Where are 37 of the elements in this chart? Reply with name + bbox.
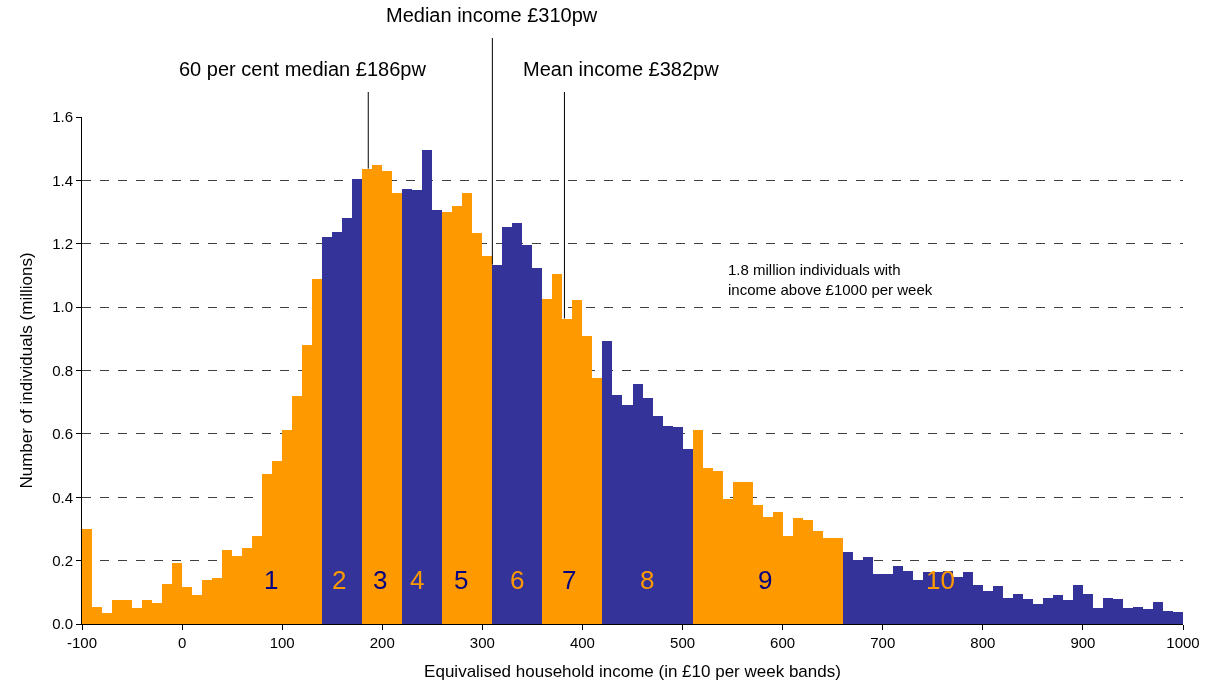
annotation: 10 — [926, 565, 955, 595]
x-tick-label: 700 — [870, 634, 896, 651]
annotation: 1 — [264, 565, 279, 595]
annotation: 7 — [562, 565, 577, 595]
x-tick-label: 100 — [269, 634, 295, 651]
y-tick-label: 0.4 — [52, 488, 73, 506]
annotation: 5 — [454, 565, 469, 595]
annotation: 3 — [373, 565, 388, 595]
annotation: 9 — [758, 565, 773, 595]
y-tick-label: 1.6 — [52, 108, 73, 126]
ref-line-label: Median income £310pw — [386, 4, 598, 26]
x-tick-label: 500 — [670, 634, 696, 651]
x-tick-label: 200 — [369, 634, 395, 651]
y-tick-label: 0.8 — [52, 361, 73, 379]
annotation: 6 — [510, 565, 525, 595]
x-axis-title: Equivalised household income (in £10 per week bands) — [424, 662, 841, 682]
x-tick-label: 400 — [569, 634, 595, 651]
y-axis-title: Number of individuals (millions) — [16, 252, 36, 489]
x-tick-label: -100 — [66, 634, 98, 651]
y-tick-label: 1.2 — [52, 235, 73, 252]
x-tick-label: 300 — [469, 634, 495, 651]
ref-line-label: Mean income £382pw — [523, 58, 720, 80]
y-tick-label: 0.6 — [52, 425, 73, 443]
annotation: 4 — [410, 565, 425, 595]
y-tick-label: 1.0 — [52, 298, 73, 316]
annotation: 8 — [640, 565, 655, 595]
annotation: 2 — [332, 565, 347, 595]
y-tick-label: 0.0 — [52, 615, 73, 633]
x-tick-label: 0 — [177, 634, 187, 651]
x-tick-label: 600 — [770, 634, 796, 651]
x-tick-label: 1000 — [1166, 634, 1200, 651]
annotation: 1.8 million individuals with income above £1000 per week — [728, 261, 933, 298]
x-tick-label: 800 — [970, 634, 996, 651]
x-tick-label: 900 — [1070, 634, 1096, 651]
y-tick-label: 1.4 — [52, 171, 73, 189]
ref-line-label: 60 per cent median £186pw — [179, 58, 427, 80]
y-tick-label: 0.2 — [52, 551, 73, 569]
